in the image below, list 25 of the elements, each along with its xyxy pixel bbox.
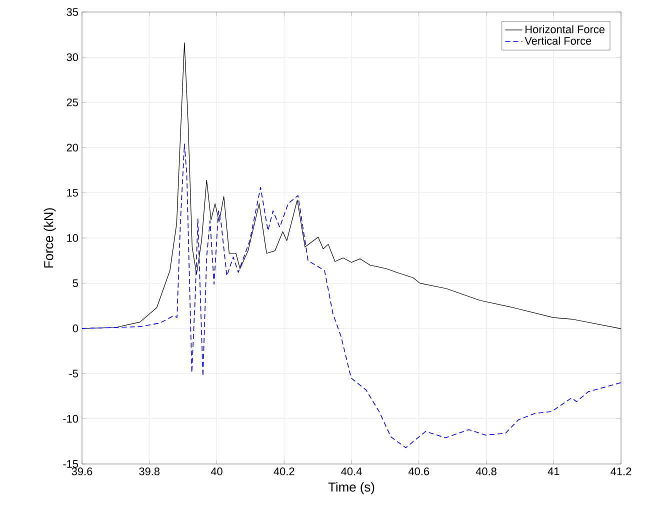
x-tick-label: 40.4	[341, 468, 362, 476]
y-tick-label: 25	[66, 98, 78, 106]
y-tick-label: -10	[63, 414, 78, 423]
y-tick-label: 0	[72, 324, 78, 332]
x-tick-label: 40.6	[408, 468, 430, 476]
x-tick-label: 41	[548, 468, 560, 476]
x-tick-label: 39.8	[139, 468, 160, 476]
y-tick-label: 30	[66, 53, 78, 62]
line-series	[82, 144, 622, 448]
y-tick-label: 5	[72, 279, 78, 288]
x-tick-label: 40.8	[476, 468, 496, 476]
y-tick-label: 10	[67, 234, 78, 242]
y-tick-label: 15	[67, 188, 78, 197]
x-tick-label: 41.2	[610, 468, 632, 476]
legend-label: Vertical Force	[524, 36, 592, 45]
x-tick-label: 40	[210, 468, 222, 476]
x-axis-title: Time (s)	[328, 482, 374, 494]
legend-label: Horizontal Force	[526, 25, 605, 34]
y-axis-title: Force (kN)	[44, 208, 56, 268]
x-tick-label: 39.6	[72, 468, 92, 476]
x-tick-label: 40.2	[274, 468, 294, 476]
y-tick-label: -5	[69, 370, 78, 378]
y-tick-label: -15	[63, 460, 78, 468]
y-tick-label: 35	[66, 8, 78, 16]
y-tick-label: 20	[66, 144, 78, 152]
